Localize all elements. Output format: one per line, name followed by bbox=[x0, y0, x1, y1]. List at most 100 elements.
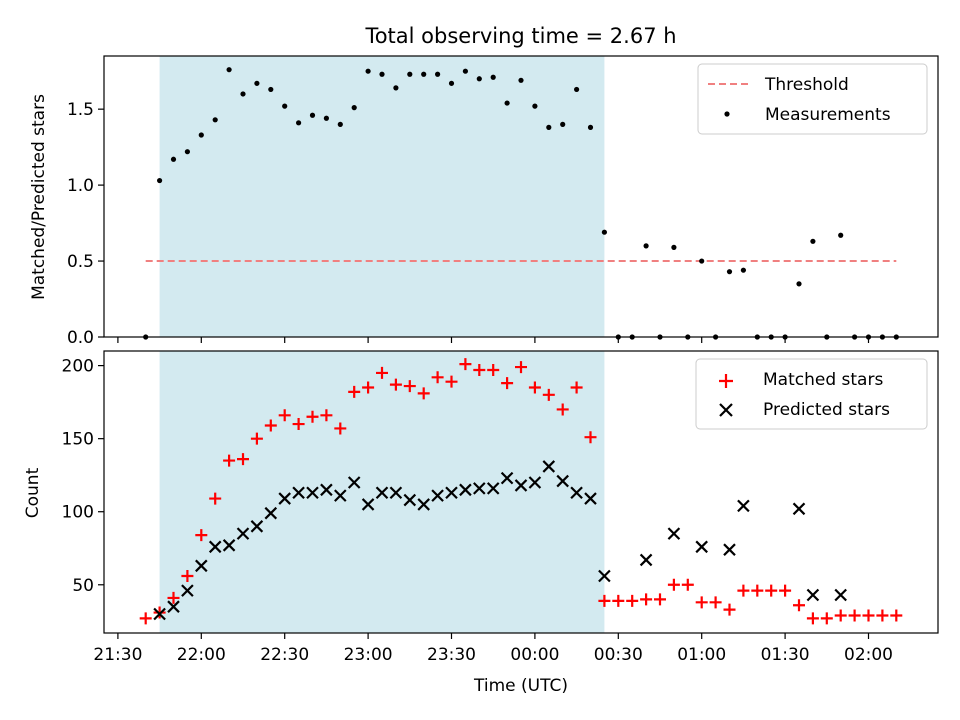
matched-stars-point bbox=[334, 422, 347, 435]
predicted-stars-point bbox=[306, 486, 319, 500]
predicted-stars-point bbox=[264, 506, 278, 520]
matched-stars-point bbox=[626, 594, 639, 607]
x-tick-label: 22:00 bbox=[177, 645, 226, 665]
matched-stars-point bbox=[362, 381, 375, 394]
measurement-point bbox=[643, 243, 649, 249]
matched-stars-point bbox=[320, 409, 333, 422]
measurement-point bbox=[393, 85, 399, 91]
legend-threshold-label: Threshold bbox=[764, 75, 849, 95]
legend-matched-label: Matched stars bbox=[763, 370, 883, 390]
matched-stars-point bbox=[459, 358, 472, 371]
predicted-stars-point bbox=[473, 482, 486, 495]
y-tick-label: 150 bbox=[62, 430, 94, 450]
measurement-point bbox=[365, 68, 371, 74]
measurement-point bbox=[518, 77, 524, 83]
matched-stars-point bbox=[820, 612, 833, 625]
predicted-stars-point bbox=[417, 498, 430, 511]
predicted-stars-point bbox=[445, 486, 458, 500]
measurement-point bbox=[407, 71, 413, 77]
top-legend: Threshold Measurements bbox=[697, 63, 928, 135]
measurement-point bbox=[601, 229, 608, 235]
measurement-point bbox=[323, 115, 329, 121]
predicted-stars-point bbox=[334, 489, 347, 502]
matched-stars-point bbox=[654, 593, 666, 606]
measurement-point bbox=[157, 177, 163, 184]
x-tick-label: 01:00 bbox=[677, 645, 726, 665]
x-tick-label: 01:30 bbox=[761, 645, 810, 665]
measurement-point bbox=[268, 86, 274, 93]
y-tick-label: 50 bbox=[72, 576, 94, 596]
matched-stars-point bbox=[264, 419, 277, 432]
measurement-point bbox=[490, 74, 496, 80]
matched-stars-point bbox=[348, 385, 361, 398]
measurement-point bbox=[671, 244, 677, 250]
predicted-stars-point bbox=[361, 498, 375, 511]
matched-stars-point bbox=[751, 584, 764, 597]
matched-stars-point bbox=[542, 388, 555, 401]
measurement-point bbox=[240, 91, 246, 97]
predicted-stars-point bbox=[584, 492, 597, 505]
top-panel: 0.0 0.5 1.0 1.5 Matched/Predicted stars Thr… bbox=[29, 55, 939, 348]
matched-stars-point bbox=[473, 363, 486, 376]
measurement-point bbox=[699, 258, 705, 264]
measurement-point bbox=[184, 149, 190, 155]
matched-stars-point bbox=[876, 609, 889, 622]
bottom-y-axis-label: Count bbox=[23, 467, 43, 518]
measurement-point bbox=[379, 71, 385, 77]
matched-stars-point bbox=[584, 431, 597, 444]
predicted-stars-point bbox=[236, 527, 250, 540]
matched-stars-point bbox=[181, 570, 194, 583]
measurement-point bbox=[838, 232, 844, 238]
predicted-stars-point bbox=[195, 559, 208, 573]
predicted-stars-point bbox=[834, 588, 847, 602]
predicted-stars-point bbox=[556, 474, 569, 488]
x-tick-label: 00:00 bbox=[510, 645, 559, 665]
matched-stars-point bbox=[640, 593, 653, 606]
matched-stars-point bbox=[209, 492, 222, 505]
matched-stars-point bbox=[848, 609, 861, 622]
measurement-point bbox=[546, 124, 552, 130]
matched-stars-point bbox=[445, 375, 458, 388]
legend-predicted-swatch bbox=[719, 403, 733, 417]
x-tick-label: 23:30 bbox=[427, 645, 476, 665]
predicted-stars-point bbox=[695, 540, 708, 554]
matched-stars-point bbox=[195, 529, 208, 542]
y-tick-label: 100 bbox=[62, 503, 94, 523]
matched-stars-point bbox=[250, 432, 263, 445]
measurement-point bbox=[476, 76, 482, 82]
measurement-point bbox=[282, 103, 288, 109]
matched-stars-point bbox=[667, 578, 680, 591]
matched-stars-point bbox=[862, 609, 875, 622]
y-tick-label: 0.5 bbox=[67, 252, 94, 272]
matched-stars-point bbox=[417, 387, 430, 400]
predicted-stars-point bbox=[292, 486, 305, 500]
matched-stars-point bbox=[709, 596, 722, 609]
matched-stars-point bbox=[278, 409, 291, 422]
measurement-point bbox=[226, 67, 232, 73]
predicted-stars-point bbox=[514, 479, 528, 492]
predicted-stars-point bbox=[431, 489, 444, 502]
predicted-stars-point bbox=[167, 600, 180, 613]
predicted-stars-point bbox=[486, 482, 500, 495]
measurement-point bbox=[810, 238, 816, 244]
measurement-point bbox=[254, 80, 260, 86]
measurement-point bbox=[740, 267, 747, 273]
matched-stars-point bbox=[834, 609, 847, 622]
legend-matched-swatch bbox=[719, 374, 733, 388]
x-axis-label: Time (UTC) bbox=[473, 676, 568, 696]
measurement-point bbox=[560, 121, 566, 127]
matched-stars-point bbox=[431, 371, 444, 384]
matched-stars-point bbox=[139, 612, 152, 625]
measurement-point bbox=[574, 86, 580, 93]
matched-stars-point bbox=[306, 410, 319, 423]
measurement-point bbox=[337, 121, 343, 127]
top-axes-frame bbox=[103, 55, 939, 338]
matched-stars-point bbox=[779, 584, 792, 597]
y-tick-label: 200 bbox=[62, 357, 94, 377]
matched-stars-point bbox=[515, 361, 527, 374]
measurement-point bbox=[504, 100, 510, 106]
y-tick-label: 1.5 bbox=[67, 100, 94, 120]
predicted-stars-point bbox=[598, 569, 611, 583]
predicted-stars-point bbox=[570, 486, 583, 500]
